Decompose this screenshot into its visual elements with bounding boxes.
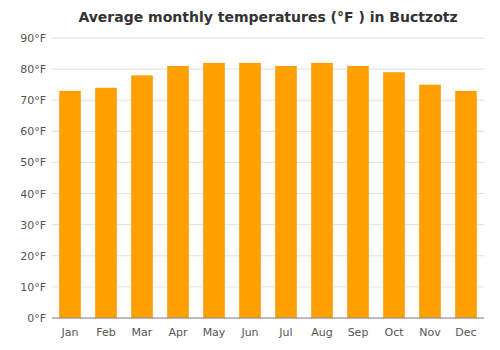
x-axis-line [52,318,484,319]
chart: Average monthly temperatures (°F ) in Bu… [0,0,500,350]
bar [383,72,405,318]
y-tick-label: 80°F [20,63,46,76]
y-tick-label: 20°F [20,250,46,263]
bar [239,63,261,318]
bar [275,66,297,318]
x-tick-label: Aug [311,326,332,339]
bar [167,66,189,318]
x-tick-label: Jun [240,326,258,339]
bar [455,91,477,318]
y-tick-label: 90°F [20,32,46,45]
x-tick-label: Apr [168,326,188,339]
y-tick-label: 70°F [20,94,46,107]
bar [95,88,117,318]
bar [59,91,81,318]
y-tick-label: 60°F [20,125,46,138]
x-tick-label: Jul [278,326,292,339]
x-axis: Jan Feb Mar Apr May Jun Jul Aug Sep Oct Nov Dec [52,318,484,339]
y-tick-label: 50°F [20,156,46,169]
grid-line [52,38,484,39]
bar [419,85,441,318]
x-tick-label: Mar [132,326,153,339]
x-tick-label: Feb [96,326,115,339]
grid-line [52,69,484,70]
y-tick-label: 40°F [20,188,46,201]
bar [131,75,153,318]
y-tick-label: 10°F [20,281,46,294]
x-tick-label: Jan [61,326,79,339]
x-tick-label: Oct [384,326,404,339]
x-tick-label: May [203,326,226,339]
chart-container: Average monthly temperatures (°F ) in Bu… [0,0,500,350]
y-tick-label: 30°F [20,219,46,232]
bar [311,63,333,318]
bar [203,63,225,318]
bar [347,66,369,318]
x-tick-label: Dec [455,326,476,339]
x-tick-label: Sep [348,326,369,339]
y-axis: 0°F 10°F 20°F 30°F 40°F 50°F 60°F 70°F 80°F 90°F [20,32,484,325]
title: Average monthly temperatures (°F ) in Bu… [78,9,457,25]
grid-line [52,318,484,319]
x-tick-label: Nov [419,326,441,339]
bars [59,63,477,318]
y-tick-label: 0°F [27,312,46,325]
